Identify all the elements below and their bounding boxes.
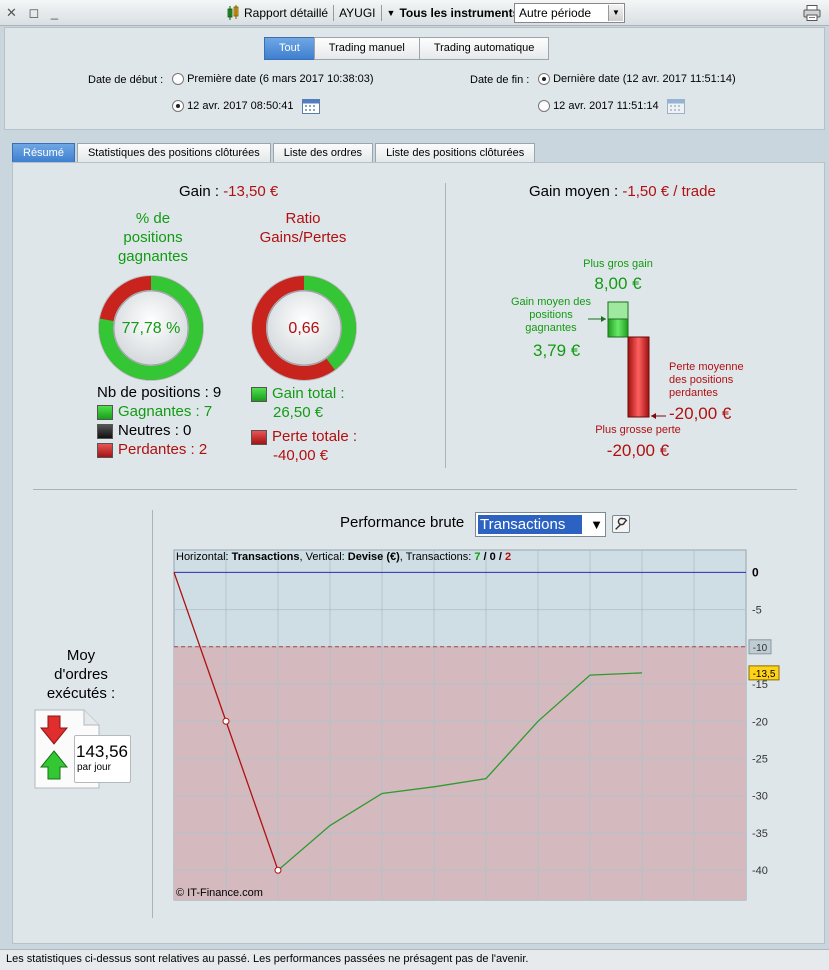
red-swatch-icon xyxy=(251,429,267,445)
chart-copyright: © IT-Finance.com xyxy=(176,887,263,899)
symbol-label[interactable]: AYUGI xyxy=(339,6,376,20)
tab-statistiques[interactable]: Statistiques des positions clôturées xyxy=(76,143,271,162)
end-date-label: Date de fin : xyxy=(470,74,530,86)
red-swatch-icon xyxy=(97,442,113,458)
performance-chart: 2468100-5-15-20-25-30-35-40-10-13,5 xyxy=(173,549,780,901)
disclaimer-footer: Les statistiques ci-dessus sont relative… xyxy=(0,949,829,970)
print-icon[interactable] xyxy=(803,5,821,21)
biggest-gain-value: 8,00 € xyxy=(594,274,642,293)
orders-value-box: 143,56 par jour xyxy=(74,735,131,783)
end-last-date-option[interactable]: Dernière date (12 avr. 2017 11:51:14) xyxy=(538,73,736,86)
divider xyxy=(33,489,797,490)
data-point xyxy=(274,866,282,874)
ratio-title: Ratio Gains/Pertes xyxy=(259,210,347,246)
radio-button[interactable] xyxy=(538,100,550,112)
biggest-gain-label: Plus gros gain xyxy=(583,258,653,270)
mode-segmented-control: Tout Trading manuel Trading automatique xyxy=(264,37,550,60)
black-swatch-icon xyxy=(97,423,113,439)
y-tick-label: -40 xyxy=(752,865,768,877)
chevron-down-icon[interactable]: ▼ xyxy=(608,5,623,21)
avg-winning-label: Gain moyen des positions gagnantes xyxy=(510,296,592,334)
calendar-icon[interactable] xyxy=(666,98,685,114)
green-swatch-icon xyxy=(251,386,267,402)
start-first-date-option[interactable]: Première date (6 mars 2017 10:38:03) xyxy=(172,73,374,86)
threshold-label: -10 xyxy=(753,643,768,654)
start-custom-date-option[interactable]: 12 avr. 2017 08:50:41 xyxy=(172,98,320,114)
gain-loss-bars xyxy=(588,301,666,419)
tab-resume[interactable]: Résumé xyxy=(12,143,75,162)
instruments-dropdown[interactable]: Tous les instruments xyxy=(399,6,520,20)
filter-panel: Tout Trading manuel Trading automatique … xyxy=(4,27,825,130)
arrow-up-icon xyxy=(40,750,68,780)
pct-winning-title: % de positions gagnantes xyxy=(117,210,189,265)
threshold-badge xyxy=(748,639,772,655)
end-custom-date-option[interactable]: 12 avr. 2017 11:51:14 xyxy=(538,98,685,114)
y-tick-label: -5 xyxy=(752,605,762,617)
ratio-donut: 0,66 xyxy=(251,275,357,381)
ratio-value: 0,66 xyxy=(288,320,319,337)
biggest-loss-value: -20,00 € xyxy=(606,441,670,460)
y-tick-label: -35 xyxy=(752,828,768,840)
nb-positions: Nb de positions : 9 xyxy=(97,384,222,401)
total-loss: Perte totale : -40,00 € xyxy=(251,427,357,465)
pct-winning-donut: 77,78 % xyxy=(98,275,204,381)
y-tick-label: -20 xyxy=(752,716,768,728)
y-tick-label: -25 xyxy=(752,754,768,766)
losing-count: Perdantes : 2 xyxy=(97,441,207,458)
report-tabs: Résumé Statistiques des positions clôtur… xyxy=(12,143,537,162)
performance-axis-select[interactable]: Transactions ▼ xyxy=(475,512,606,537)
y-tick-label: -30 xyxy=(752,791,768,803)
winning-count: Gagnantes : 7 xyxy=(97,403,212,420)
neutral-count: Neutres : 0 xyxy=(97,422,191,439)
y-tick-label: -15 xyxy=(752,679,768,691)
report-button[interactable]: Rapport détaillé xyxy=(244,6,329,20)
performance-title: Performance brute xyxy=(340,514,465,531)
avg-losing-label: Perte moyenne des positions perdantes xyxy=(669,361,744,399)
wrench-icon[interactable] xyxy=(612,515,630,533)
data-point xyxy=(222,717,230,725)
radio-button-selected[interactable] xyxy=(172,100,184,112)
radio-button-selected[interactable] xyxy=(538,73,550,86)
start-date-label: Date de début : xyxy=(88,74,164,86)
window-controls[interactable]: ✕ ◻ _ xyxy=(6,5,63,20)
divider xyxy=(445,183,446,468)
avg-losing-value: -20,00 € xyxy=(669,404,732,423)
avg-winning-value: 3,79 € xyxy=(533,341,581,360)
calendar-icon[interactable] xyxy=(301,98,320,114)
candlestick-icon xyxy=(227,5,239,20)
summary-panel: Gain : -13,50 € % de positions gagnantes R… xyxy=(12,162,825,944)
tab-liste-ordres[interactable]: Liste des ordres xyxy=(272,143,374,162)
gain-summary: Gain : -13,50 € xyxy=(179,183,279,200)
radio-button[interactable] xyxy=(172,73,184,86)
y-tick-label: 0 xyxy=(752,565,759,579)
segment-trading-automatique[interactable]: Trading automatique xyxy=(418,37,550,60)
tab-liste-positions[interactable]: Liste des positions clôturées xyxy=(375,143,536,162)
green-swatch-icon xyxy=(97,404,113,420)
dropdown-arrow-icon[interactable]: ▼ xyxy=(386,8,396,18)
loss-zone xyxy=(174,646,746,900)
series-line-1 xyxy=(277,672,643,871)
divider xyxy=(152,510,153,918)
toolbar: ✕ ◻ _ Rapport détaillé AYUGI ▼ Tous les … xyxy=(0,0,829,26)
arrow-down-icon xyxy=(40,715,68,745)
segment-trading-manuel[interactable]: Trading manuel xyxy=(313,37,420,60)
avg-orders-title: Moy d'ordres exécutés : xyxy=(46,647,116,702)
segment-tout[interactable]: Tout xyxy=(264,37,315,60)
pct-winning-value: 77,78 % xyxy=(122,320,181,337)
biggest-loss-label: Plus grosse perte xyxy=(595,424,681,436)
period-select[interactable]: Autre période ▼ xyxy=(514,3,625,23)
chart-info-line: Horizontal: Transactions, Vertical: Devi… xyxy=(176,551,512,563)
average-gain: Gain moyen : -1,50 € / trade xyxy=(529,183,716,200)
current-value-label: -13,5 xyxy=(753,669,776,680)
total-gain: Gain total : 26,50 € xyxy=(251,384,345,422)
current-value-badge xyxy=(748,665,780,681)
chevron-down-icon[interactable]: ▼ xyxy=(590,517,603,532)
